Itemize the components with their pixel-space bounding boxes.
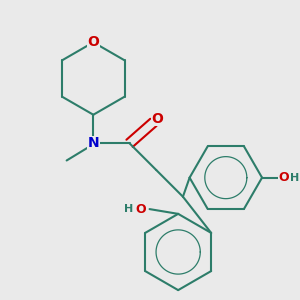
Text: O: O — [151, 112, 163, 125]
Text: N: N — [88, 136, 99, 150]
Text: O: O — [87, 35, 99, 49]
Text: H: H — [290, 172, 299, 183]
Text: O: O — [279, 171, 289, 184]
Text: H: H — [124, 204, 133, 214]
Text: O: O — [136, 202, 146, 216]
